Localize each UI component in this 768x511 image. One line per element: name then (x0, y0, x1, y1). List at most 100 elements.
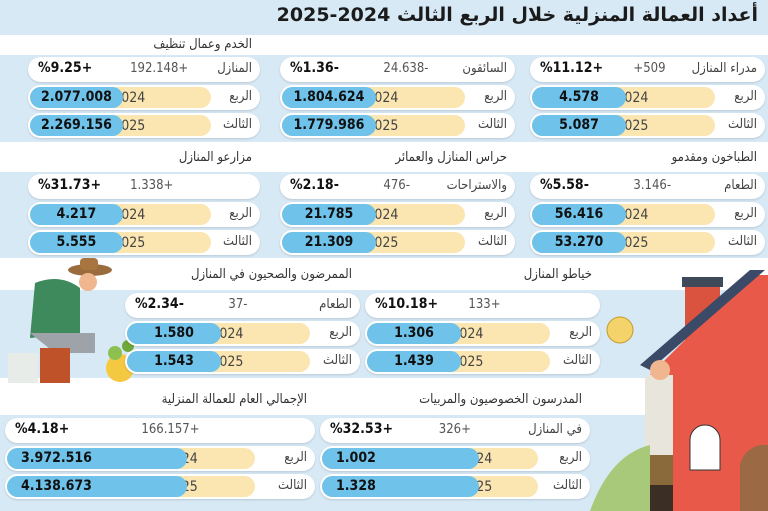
q3-2025-row: الثالث 2025 4.138.673 (5, 474, 315, 499)
stat-card: الطعام 3.146- %5.58- الربع 2024 56.416 ا… (530, 174, 765, 256)
value-2024: 4.217 (30, 204, 123, 225)
card-title: خياطو المنازل (523, 267, 592, 282)
q3-2024-row: الربع 2024 1.002 (320, 446, 590, 471)
change-value: +509 (633, 61, 666, 76)
change-row: 1.338+ %31.73+ (28, 174, 260, 199)
value-2024: 1.002 (322, 448, 479, 469)
row-label: الثالث (278, 478, 307, 493)
stat-card: 133+ %10.18+ الربع 2024 1.306 الثالث 202… (365, 293, 600, 375)
value-2025: 5.555 (30, 232, 123, 253)
row-label: الثالث (223, 234, 252, 249)
value-2025: 4.138.673 (7, 476, 187, 497)
row-label: الربع (229, 89, 252, 104)
q3-2025-row: الثالث 2025 5.087 (530, 113, 765, 138)
q3-2025-row: الثالث 2025 2.269.156 (28, 113, 260, 138)
row-label: الربع (329, 325, 352, 340)
q3-2025-row: الثالث 2025 1.439 (365, 349, 600, 374)
value-2025: 1.543 (127, 351, 221, 372)
change-value: 3.146- (633, 178, 672, 193)
percent-change: %4.18+ (15, 421, 70, 437)
card-title: المدرسون الخصوصيون والمربيات (419, 392, 582, 407)
category-label: السائقون (462, 61, 507, 76)
row-label: الربع (484, 89, 507, 104)
percent-change: %11.12+ (540, 60, 604, 76)
q3-2025-row: الثالث 2025 1.328 (320, 474, 590, 499)
page-title: أعداد العمالة المنزلية خلال الربع الثالث… (276, 4, 758, 26)
value-2024: 2.077.008 (30, 87, 123, 108)
value-2024: 1.804.624 (282, 87, 376, 108)
gardener-illustration (8, 258, 134, 383)
row-label: الربع (559, 450, 582, 465)
value-2025: 1.328 (322, 476, 479, 497)
stat-card: 1.338+ %31.73+ الربع 2024 4.217 الثالث 2… (28, 174, 260, 256)
row-label: الربع (229, 206, 252, 221)
value-2024: 56.416 (532, 204, 626, 225)
change-value: 37- (228, 297, 248, 312)
q3-2024-row: الربع 2024 2.077.008 (28, 85, 260, 110)
row-label: الثالث (728, 117, 757, 132)
category-label: الطعام (724, 178, 757, 193)
category-label: الطعام (319, 297, 352, 312)
value-2025: 2.269.156 (30, 115, 123, 136)
row-label: الربع (284, 450, 307, 465)
percent-change: %10.18+ (375, 296, 439, 312)
value-2025: 5.087 (532, 115, 626, 136)
row-label: الربع (734, 89, 757, 104)
stat-card: مدراء المنازل +509 %11.12+ الربع 2024 4.… (530, 57, 765, 139)
row-label: الثالث (223, 117, 252, 132)
card-title: الممرضون والصحيون في المنازل (191, 267, 352, 282)
value-2024: 1.306 (367, 323, 461, 344)
change-value: 192.148+ (130, 61, 189, 76)
row-label: الثالث (553, 478, 582, 493)
change-row: مدراء المنازل +509 %11.12+ (530, 57, 765, 82)
row-label: الثالث (563, 353, 592, 368)
change-row: السائقون 24.638- %1.36- (280, 57, 515, 82)
stat-card: السائقون 24.638- %1.36- الربع 2024 1.804… (280, 57, 515, 139)
value-2024: 1.580 (127, 323, 221, 344)
q3-2024-row: الربع 2024 1.306 (365, 321, 600, 346)
percent-change: %31.73+ (38, 177, 102, 193)
value-2024: 21.785 (282, 204, 376, 225)
q3-2024-row: الربع 2024 1.580 (125, 321, 360, 346)
change-value: 1.338+ (130, 178, 174, 193)
category-label: في المنازل (528, 422, 582, 437)
change-row: 166.157+ %4.18+ (5, 418, 315, 443)
stat-card: المنازل 192.148+ %9.25+ الربع 2024 2.077… (28, 57, 260, 139)
change-row: في المنازل 326+ %32.53+ (320, 418, 590, 443)
card-title: الإجمالي العام للعمالة المنزلية (161, 392, 307, 407)
change-value: 133+ (468, 297, 501, 312)
q3-2025-row: الثالث 2025 53.270 (530, 230, 765, 255)
q3-2025-row: الثالث 2025 5.555 (28, 230, 260, 255)
card-title: الخدم وعمال تنظيف (153, 37, 252, 52)
q3-2025-row: الثالث 2025 1.543 (125, 349, 360, 374)
stat-card: في المنازل 326+ %32.53+ الربع 2024 1.002… (320, 418, 590, 500)
value-2024: 3.972.516 (7, 448, 187, 469)
value-2025: 1.779.986 (282, 115, 376, 136)
q3-2025-row: الثالث 2025 21.309 (280, 230, 515, 255)
row-label: الربع (569, 325, 592, 340)
percent-change: %2.18- (290, 177, 339, 193)
row-label: الربع (484, 206, 507, 221)
change-row: الطعام 37- %2.34- (125, 293, 360, 318)
change-row: والاستراحات 476- %2.18- (280, 174, 515, 199)
q3-2024-row: الربع 2024 56.416 (530, 202, 765, 227)
card-title: حراس المنازل والعمائر (395, 150, 507, 165)
change-row: 133+ %10.18+ (365, 293, 600, 318)
category-label: والاستراحات (446, 178, 507, 193)
percent-change: %32.53+ (330, 421, 394, 437)
change-row: المنازل 192.148+ %9.25+ (28, 57, 260, 82)
q3-2024-row: الربع 2024 3.972.516 (5, 446, 315, 471)
category-label: مدراء المنازل (691, 61, 757, 76)
change-value: 166.157+ (141, 422, 200, 437)
percent-change: %5.58- (540, 177, 589, 193)
hanging-basket-icon (606, 316, 634, 344)
house-illustration (590, 270, 768, 511)
header-band (0, 0, 768, 35)
change-value: 326+ (438, 422, 471, 437)
value-2024: 4.578 (532, 87, 626, 108)
stat-card: والاستراحات 476- %2.18- الربع 2024 21.78… (280, 174, 515, 256)
percent-change: %9.25+ (38, 60, 93, 76)
q3-2024-row: الربع 2024 1.804.624 (280, 85, 515, 110)
value-2025: 1.439 (367, 351, 461, 372)
category-label: المنازل (217, 61, 252, 76)
